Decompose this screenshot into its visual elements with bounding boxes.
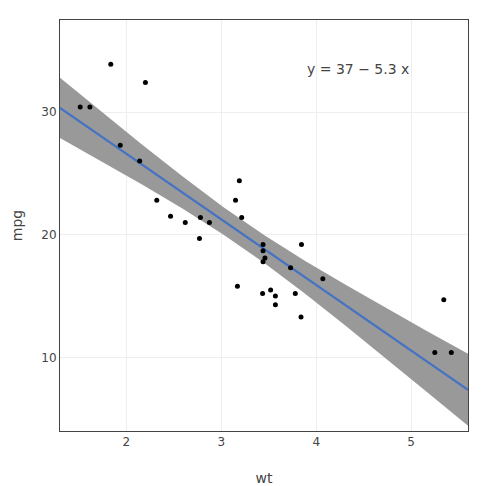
- svg-text:5: 5: [407, 435, 415, 449]
- svg-text:y = 37 − 5.3 x: y = 37 − 5.3 x: [307, 61, 409, 77]
- svg-text:30: 30: [41, 105, 56, 119]
- svg-text:2: 2: [123, 435, 131, 449]
- svg-text:20: 20: [41, 228, 56, 242]
- svg-text:3: 3: [217, 435, 225, 449]
- svg-text:10: 10: [41, 351, 56, 365]
- svg-text:mpg: mpg: [9, 210, 25, 241]
- svg-text:wt: wt: [256, 470, 273, 486]
- svg-text:4: 4: [312, 435, 320, 449]
